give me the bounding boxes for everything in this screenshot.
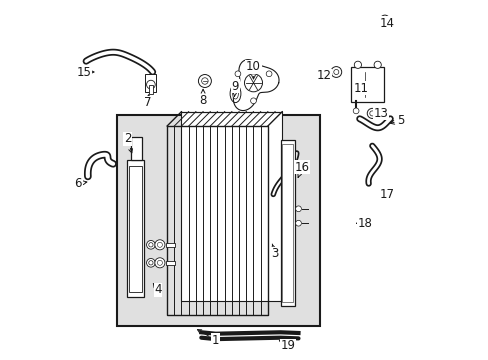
Circle shape <box>369 111 374 116</box>
Circle shape <box>380 15 389 24</box>
Text: 13: 13 <box>373 107 388 120</box>
Bar <box>145 74 156 92</box>
Text: 16: 16 <box>294 161 309 177</box>
Text: 14: 14 <box>378 17 393 30</box>
Circle shape <box>354 61 361 68</box>
Ellipse shape <box>232 88 238 99</box>
Circle shape <box>295 206 301 212</box>
Circle shape <box>366 108 377 118</box>
Circle shape <box>155 240 164 250</box>
Circle shape <box>265 71 271 77</box>
Polygon shape <box>181 112 282 301</box>
Text: 11: 11 <box>353 82 368 95</box>
Circle shape <box>157 260 162 265</box>
Bar <box>127 160 143 297</box>
Circle shape <box>157 242 162 247</box>
Bar <box>131 137 142 160</box>
Circle shape <box>146 240 155 249</box>
Circle shape <box>201 78 208 84</box>
Circle shape <box>146 80 155 89</box>
Circle shape <box>146 258 155 267</box>
Circle shape <box>330 67 341 77</box>
Text: 10: 10 <box>245 60 261 79</box>
Bar <box>117 115 320 326</box>
Text: 1: 1 <box>197 329 219 347</box>
Bar <box>280 140 294 306</box>
Circle shape <box>373 61 381 68</box>
Bar <box>166 243 175 247</box>
Circle shape <box>295 220 301 226</box>
Text: 6: 6 <box>74 177 87 190</box>
Circle shape <box>148 261 153 265</box>
Circle shape <box>244 74 262 92</box>
Text: 4: 4 <box>153 283 162 296</box>
Text: 19: 19 <box>279 339 295 352</box>
Circle shape <box>250 98 256 104</box>
Bar <box>282 144 292 302</box>
Ellipse shape <box>230 85 241 103</box>
Text: 7: 7 <box>143 95 151 109</box>
Text: 2: 2 <box>123 132 132 153</box>
Text: 8: 8 <box>199 89 206 107</box>
Text: 12: 12 <box>316 69 331 82</box>
Circle shape <box>155 258 164 268</box>
Circle shape <box>352 108 358 114</box>
Text: 17: 17 <box>378 188 393 201</box>
Bar <box>149 85 152 94</box>
Text: 3: 3 <box>271 244 278 260</box>
Text: 15: 15 <box>77 66 94 78</box>
Bar <box>129 166 142 292</box>
Circle shape <box>235 71 240 77</box>
FancyBboxPatch shape <box>351 67 384 102</box>
Circle shape <box>148 243 153 247</box>
Text: 9: 9 <box>231 80 239 96</box>
Text: 5: 5 <box>389 114 404 127</box>
Circle shape <box>382 18 386 22</box>
Circle shape <box>198 75 211 87</box>
Bar <box>166 261 175 265</box>
Circle shape <box>333 69 338 75</box>
Text: 18: 18 <box>356 217 372 230</box>
